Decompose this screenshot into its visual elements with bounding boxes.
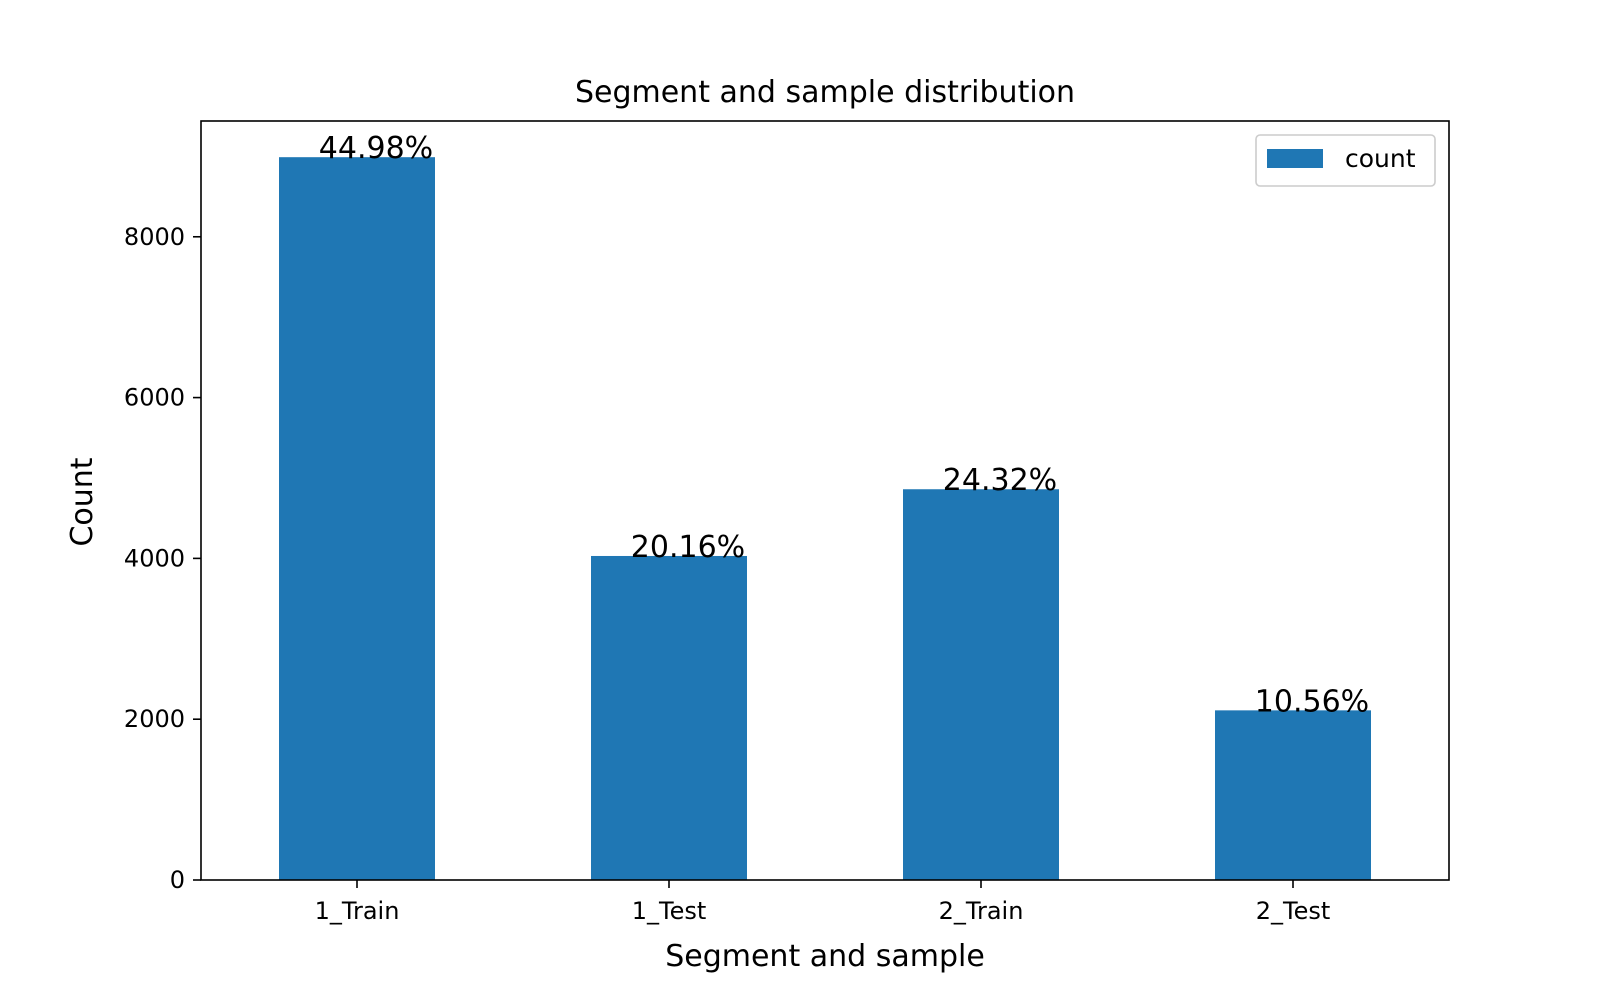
legend-swatch bbox=[1267, 149, 1323, 168]
bar-1_Train bbox=[279, 157, 435, 880]
x-tick-label-2_Train: 2_Train bbox=[939, 897, 1024, 925]
bar-1_Test bbox=[591, 555, 747, 880]
legend: count bbox=[1255, 134, 1436, 187]
x-tick-label-1_Train: 1_Train bbox=[315, 897, 400, 925]
legend-box bbox=[1255, 134, 1436, 187]
bars bbox=[279, 157, 1371, 880]
bar-2_Test bbox=[1215, 710, 1371, 880]
bar-2_Train bbox=[903, 489, 1059, 880]
data-label-1_Train: 44.98% bbox=[319, 131, 433, 166]
data-labels: 44.98% 20.16% 24.32% 10.56% bbox=[319, 131, 1369, 719]
data-label-1_Test: 20.16% bbox=[631, 530, 745, 565]
y-tick-label-8000: 8000 bbox=[124, 223, 185, 251]
x-axis-label: Segment and sample bbox=[665, 939, 985, 974]
legend-entry-count: count bbox=[1345, 144, 1416, 173]
x-tick-label-1_Test: 1_Test bbox=[632, 897, 707, 925]
y-axis: 0 2000 4000 6000 8000 bbox=[124, 223, 201, 894]
y-tick-label-2000: 2000 bbox=[124, 705, 185, 733]
data-label-2_Test: 10.56% bbox=[1255, 684, 1369, 719]
y-tick-label-6000: 6000 bbox=[124, 384, 185, 412]
chart-title: Segment and sample distribution bbox=[575, 75, 1075, 110]
x-axis: 1_Train 1_Test 2_Train 2_Test bbox=[315, 880, 1331, 925]
data-label-2_Train: 24.32% bbox=[943, 463, 1057, 498]
plot-frame bbox=[200, 120, 1450, 881]
y-tick-label-4000: 4000 bbox=[124, 544, 185, 572]
y-tick-label-0: 0 bbox=[170, 866, 185, 894]
x-tick-label-2_Test: 2_Test bbox=[1256, 897, 1331, 925]
y-axis-label: Count bbox=[65, 457, 100, 546]
